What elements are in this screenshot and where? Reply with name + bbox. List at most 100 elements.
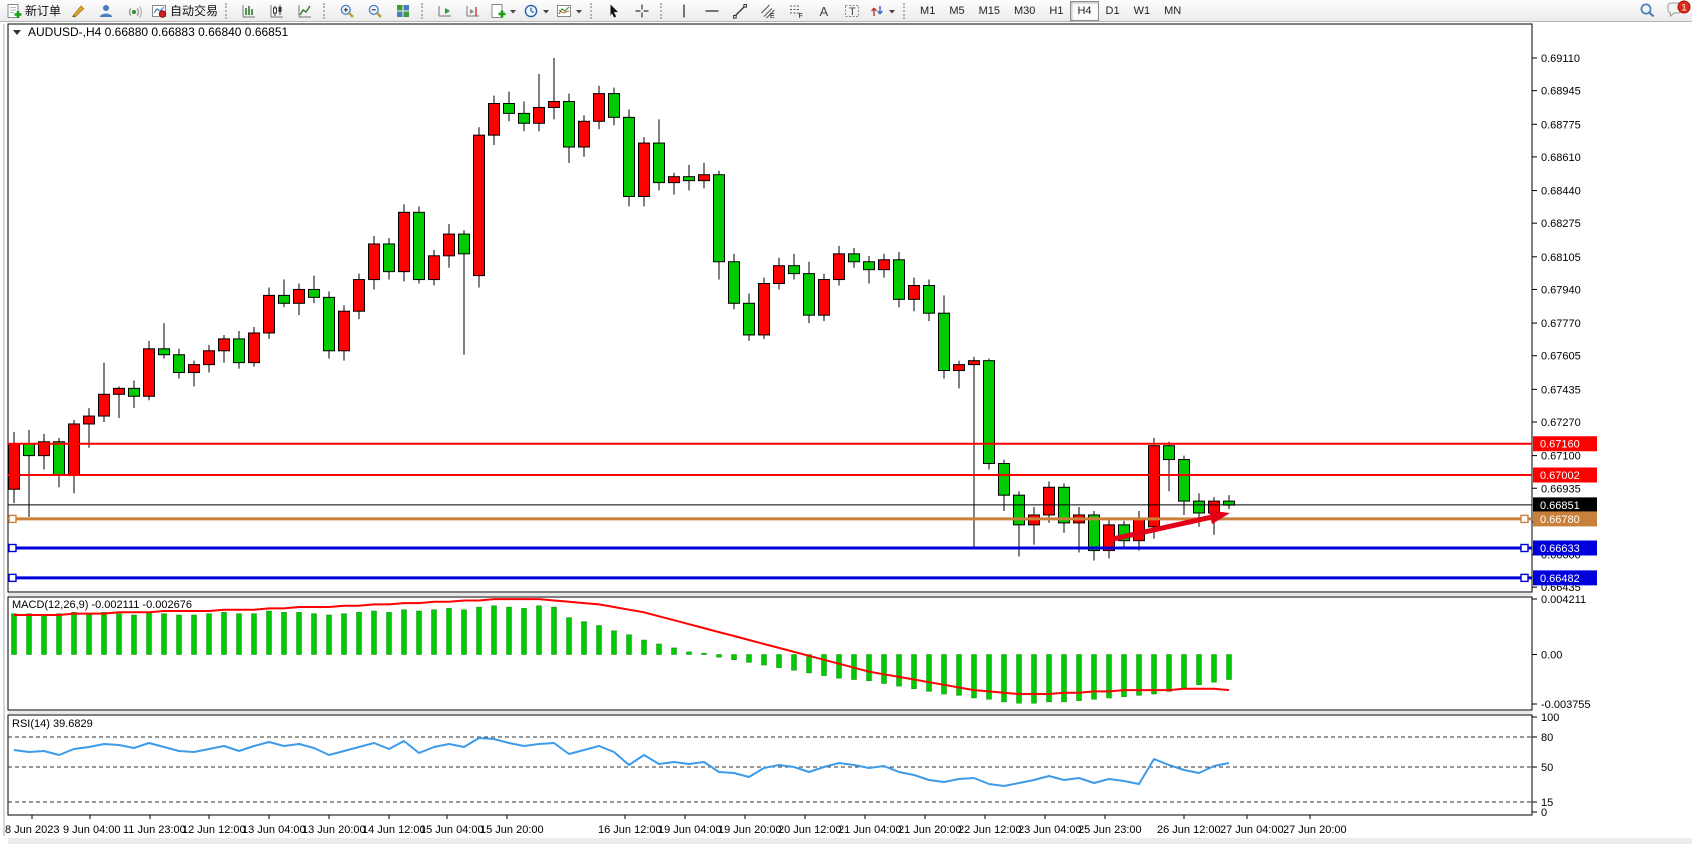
template-icon (557, 4, 572, 17)
crosshair-tool-button[interactable] (628, 1, 656, 21)
svg-text:0.67940: 0.67940 (1541, 284, 1581, 296)
text-label-tool-button[interactable]: T (838, 1, 866, 21)
pencil-icon (71, 4, 85, 17)
candlestick-mode-button[interactable] (263, 1, 291, 21)
fibonacci-icon: F (790, 5, 803, 19)
svg-text:0.67100: 0.67100 (1541, 451, 1581, 463)
svg-text:15: 15 (1541, 797, 1553, 809)
svg-text:0.67605: 0.67605 (1541, 351, 1581, 363)
svg-text:0.68775: 0.68775 (1541, 119, 1581, 131)
indicators-plus-icon (491, 3, 506, 18)
new-order-icon (7, 3, 22, 18)
svg-text:0.69110: 0.69110 (1541, 53, 1580, 65)
text-tool-button[interactable]: A (810, 1, 838, 21)
horizontal-line-objects[interactable]: 0.67160 0.67002 0.66851 0.66780 0.66633 0.664… (8, 436, 1597, 586)
timeframe-button-W1[interactable]: W1 (1133, 4, 1151, 17)
cursor-icon (610, 4, 619, 17)
svg-text:0.004211: 0.004211 (1541, 594, 1586, 606)
svg-text:100: 100 (1541, 712, 1559, 724)
svg-text:E: E (770, 13, 775, 19)
line-chart-icon (298, 4, 312, 17)
chart-title: AUDUSD-,H4 0.66880 0.66883 0.66840 0.668… (28, 25, 289, 39)
text-icon: A (820, 4, 829, 19)
equidistant-channel-tool-button[interactable]: E (754, 1, 782, 21)
svg-text:12 Jun 12:00: 12 Jun 12:00 (182, 824, 246, 836)
crosshair-icon (635, 4, 649, 17)
templates-button[interactable] (553, 1, 586, 21)
bar-chart-mode-button[interactable] (235, 1, 263, 21)
profile-button[interactable] (92, 1, 120, 21)
svg-text:0.00: 0.00 (1541, 650, 1562, 662)
timeframe-button-M30[interactable]: M30 (1014, 4, 1036, 17)
chart-window: 0.69110 0.68945 0.68775 0.68610 0.68440 0.682… (0, 22, 1692, 844)
svg-text:0.67002: 0.67002 (1540, 470, 1580, 482)
svg-text:19 Jun 04:00: 19 Jun 04:00 (658, 824, 722, 836)
timeframe-button-M5[interactable]: M5 (949, 4, 965, 17)
macd-pane[interactable] (7, 596, 1533, 711)
svg-text:1: 1 (1681, 2, 1686, 13)
svg-text:0.68275: 0.68275 (1541, 218, 1581, 230)
auto-scroll-icon (438, 5, 452, 16)
chart-shift-button[interactable] (459, 1, 487, 21)
svg-text:A: A (820, 4, 829, 19)
channel-icon: E (761, 4, 775, 19)
svg-text:-0.003755: -0.003755 (1541, 699, 1591, 711)
timeframe-button-M15[interactable]: M15 (978, 4, 1000, 17)
search-button[interactable] (1633, 1, 1661, 21)
svg-text:80: 80 (1541, 732, 1553, 744)
svg-text:27 Jun 04:00: 27 Jun 04:00 (1220, 824, 1284, 836)
timeframe-button-H4[interactable]: H4 (1070, 0, 1099, 21)
horizontal-line-tool-button[interactable] (698, 1, 726, 21)
toolbar-grip (323, 2, 329, 19)
symbol-dropdown-icon[interactable] (13, 30, 21, 35)
chevron-down-icon (543, 9, 550, 13)
svg-text:0.68440: 0.68440 (1541, 186, 1581, 198)
zoom-in-icon (340, 4, 354, 18)
zoom-in-button[interactable] (333, 1, 361, 21)
candlestick-icon (270, 4, 284, 17)
cursor-tool-button[interactable] (600, 1, 628, 21)
signals-button[interactable] (120, 1, 148, 21)
vertical-line-tool-button[interactable] (670, 1, 698, 21)
notifications-button[interactable]: 1 (1661, 0, 1691, 21)
svg-text:50: 50 (1541, 762, 1553, 774)
zoom-out-button[interactable] (361, 1, 389, 21)
indicators-button[interactable] (487, 1, 520, 21)
chevron-down-icon (889, 9, 896, 13)
line-chart-mode-button[interactable] (291, 1, 319, 21)
tile-windows-button[interactable] (389, 1, 417, 21)
svg-text:0.66633: 0.66633 (1540, 543, 1580, 555)
svg-text:27 Jun 20:00: 27 Jun 20:00 (1283, 824, 1347, 836)
signal-icon (128, 5, 143, 18)
svg-text:0.67770: 0.67770 (1541, 318, 1581, 330)
new-order-label: 新订单 (25, 4, 62, 18)
annotation-arrow[interactable] (1112, 510, 1230, 542)
zoom-out-icon (368, 4, 382, 18)
rsi-pane[interactable] (7, 714, 1533, 816)
auto-scroll-button[interactable] (431, 1, 459, 21)
timeframe-button-M1[interactable]: M1 (920, 4, 936, 17)
arrows-tool-button[interactable] (866, 1, 899, 21)
svg-text:0.66851: 0.66851 (1540, 500, 1580, 512)
svg-text:0: 0 (1541, 807, 1547, 819)
svg-text:14 Jun 12:00: 14 Jun 12:00 (362, 824, 426, 836)
periods-button[interactable] (520, 1, 553, 21)
svg-text:11 Jun 23:00: 11 Jun 23:00 (123, 824, 186, 836)
toolbar-grip (225, 2, 231, 19)
timeframe-button-D1[interactable]: D1 (1105, 4, 1120, 17)
svg-text:25 Jun 23:00: 25 Jun 23:00 (1078, 824, 1142, 836)
trendline-tool-button[interactable] (726, 1, 754, 21)
tile-windows-icon (397, 4, 410, 17)
new-order-button[interactable]: 新订单 (3, 1, 64, 21)
autotrading-label: 自动交易 (170, 4, 219, 18)
candlestick-series (8, 58, 1235, 561)
metaeditor-button[interactable] (64, 1, 92, 21)
timeframe-button-H1[interactable]: H1 (1049, 4, 1064, 17)
timeframe-button-group: M1 M5 M15 M30 H1 H4 D1 W1 MN (913, 0, 1188, 21)
chart-canvas[interactable]: 0.69110 0.68945 0.68775 0.68610 0.68440 0.682… (0, 22, 1692, 844)
timeframe-button-MN[interactable]: MN (1164, 4, 1182, 17)
fibonacci-tool-button[interactable]: F (782, 1, 810, 21)
autotrading-button[interactable]: 自动交易 (148, 1, 221, 21)
svg-text:21 Jun 04:00: 21 Jun 04:00 (838, 824, 902, 836)
chevron-down-icon (510, 9, 517, 13)
